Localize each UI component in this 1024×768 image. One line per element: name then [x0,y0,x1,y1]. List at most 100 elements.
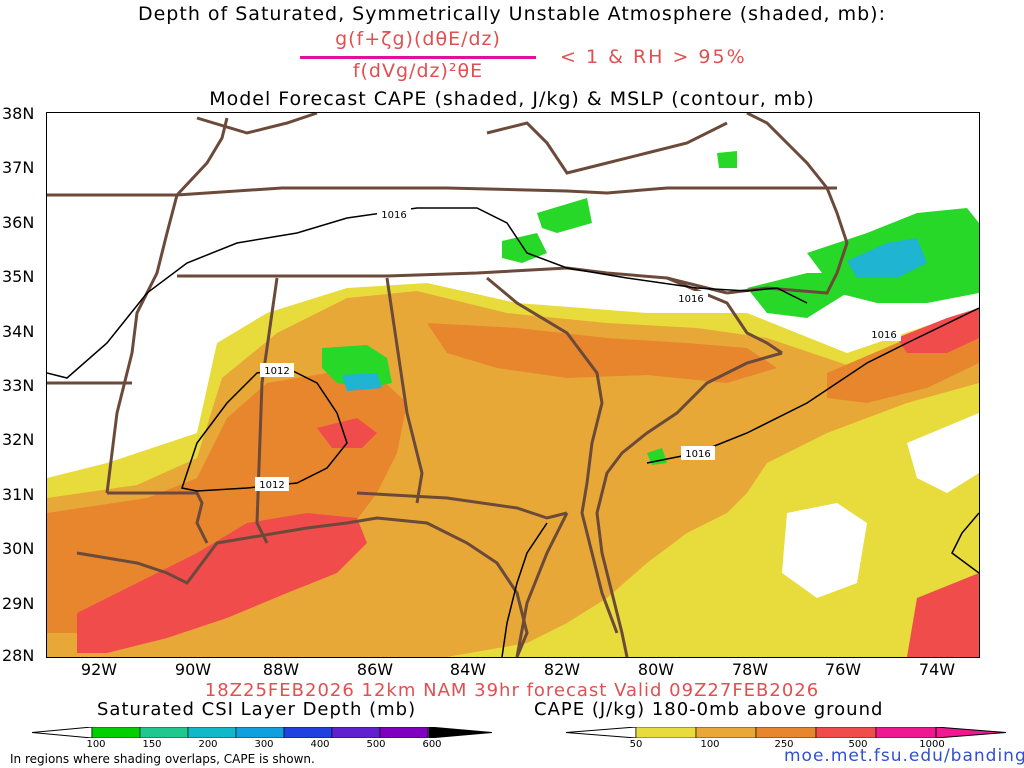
cape-shading-orange [427,323,777,383]
lon-label: 76W [824,660,862,679]
colorbar-swatch [635,727,697,738]
cape-gap [782,503,867,598]
lon-label: 74W [918,660,956,679]
state-border [105,194,179,494]
state-border [176,186,837,197]
colorbar-swatch [283,727,333,738]
coastline [76,516,529,657]
csi-tick-label: 400 [310,739,330,750]
state-border [515,512,569,657]
state-border [356,491,568,520]
lat-label: 37N [2,158,35,177]
state-border [486,276,619,634]
contour-label: 1016 [685,449,710,460]
lat-label: 35N [2,267,35,286]
csi-shading-green [537,198,592,233]
csi-colorbar [32,727,492,738]
contour-label: 1016 [678,294,703,305]
lon-label: 88W [262,660,300,679]
lat-label: 34N [2,322,35,341]
lat-label: 31N [2,485,35,504]
csi-shading-green [717,151,737,168]
contour-label-group: 1016 1012 1012 1016 1016 1016 [255,207,901,491]
footnote: In regions where shading overlaps, CAPE … [10,752,315,766]
cape-colorbar-title: CAPE (J/kg) 180-0mb above ground [534,699,884,720]
chart-subtitle: Model Forecast CAPE (shaded, J/kg) & MSL… [209,88,815,110]
cape-colorbar-arrow-high [935,727,1006,738]
state-border [47,117,229,197]
cape-shading-orange [47,373,407,633]
csi-colorbar-arrow-low [32,727,93,738]
contour-label: 1016 [871,330,896,341]
cape-tick-label: 50 [629,739,643,750]
cape-colorbar-arrow-low [566,727,637,738]
lat-label: 28N [2,646,35,665]
lon-label: 82W [543,660,581,679]
map-canvas: 1016 1012 1012 1016 1016 1016 [47,113,979,657]
csi-colorbar-title: Saturated CSI Layer Depth (mb) [97,699,417,720]
csi-tick-label: 300 [254,739,274,750]
lon-label: 90W [174,660,212,679]
csi-colorbar-arrow-high [428,727,492,738]
source-url[interactable]: moe.met.fsu.edu/banding [784,746,1024,766]
cape-tick-label: 500 [848,739,868,750]
cape-tick-label: 1000 [919,739,945,750]
mslp-contour [181,367,348,492]
state-border [385,277,424,504]
cape-shading-red [77,513,367,653]
state-border [726,113,849,295]
csi-colorbar-swatches [91,727,429,738]
cape-shading-red [907,573,979,657]
equation-fraction-bar [300,56,536,59]
lat-label: 32N [2,430,35,449]
colorbar-swatch [331,727,381,738]
cape-shading-red [317,418,377,448]
cape-gap [907,413,979,493]
lon-label: 86W [356,660,394,679]
csi-tick-label: 150 [142,739,162,750]
csi-tick-label: 100 [86,739,106,750]
state-border [486,121,728,175]
colorbar-swatch [187,727,237,738]
csi-shading-cyan [847,238,927,278]
state-border [255,277,279,544]
cape-colorbar [566,727,1006,738]
cape-tick-label: 100 [700,739,720,750]
contour-label: 1012 [259,480,284,491]
csi-shading-cyan [342,373,382,391]
lat-label: 36N [2,213,35,232]
csi-shading-green [747,273,847,318]
forecast-valid-line: 18Z25FEB2026 12km NAM 39hr forecast Vali… [204,680,820,701]
state-border [107,491,209,544]
lat-label: 38N [2,104,35,123]
lon-label: 78W [731,660,769,679]
csi-tick-label: 600 [422,739,442,750]
colorbar-swatch [139,727,189,738]
mslp-contour [47,207,808,379]
lon-label: 80W [637,660,675,679]
colorbar-swatch [755,727,817,738]
lon-label: 92W [80,660,118,679]
colorbar-swatch [875,727,937,738]
colorbar-swatch [815,727,877,738]
cape-tick-label: 250 [774,739,794,750]
forecast-map: 1016 1012 1012 1016 1016 1016 [46,112,980,658]
state-border [196,113,318,135]
equation-numerator: g(f+ζg)(dθE/dz) [335,28,501,50]
mslp-contour [501,522,548,657]
chart-title: Depth of Saturated, Symmetrically Unstab… [137,3,886,25]
equation-denominator: f(dVg/dz)²θE [352,60,484,82]
contour-label: 1012 [264,366,289,377]
lat-label: 29N [2,594,35,613]
cape-colorbar-swatches [635,727,937,738]
colorbar-swatch [695,727,757,738]
colorbar-swatch [379,727,429,738]
lat-label: 33N [2,376,35,395]
colorbar-swatch [235,727,285,738]
coastline [595,351,783,657]
cape-shading-red [897,308,979,353]
colorbar-swatch [91,727,141,738]
mslp-contour [951,512,979,574]
lat-label: 30N [2,539,35,558]
contour-label: 1016 [381,210,406,221]
